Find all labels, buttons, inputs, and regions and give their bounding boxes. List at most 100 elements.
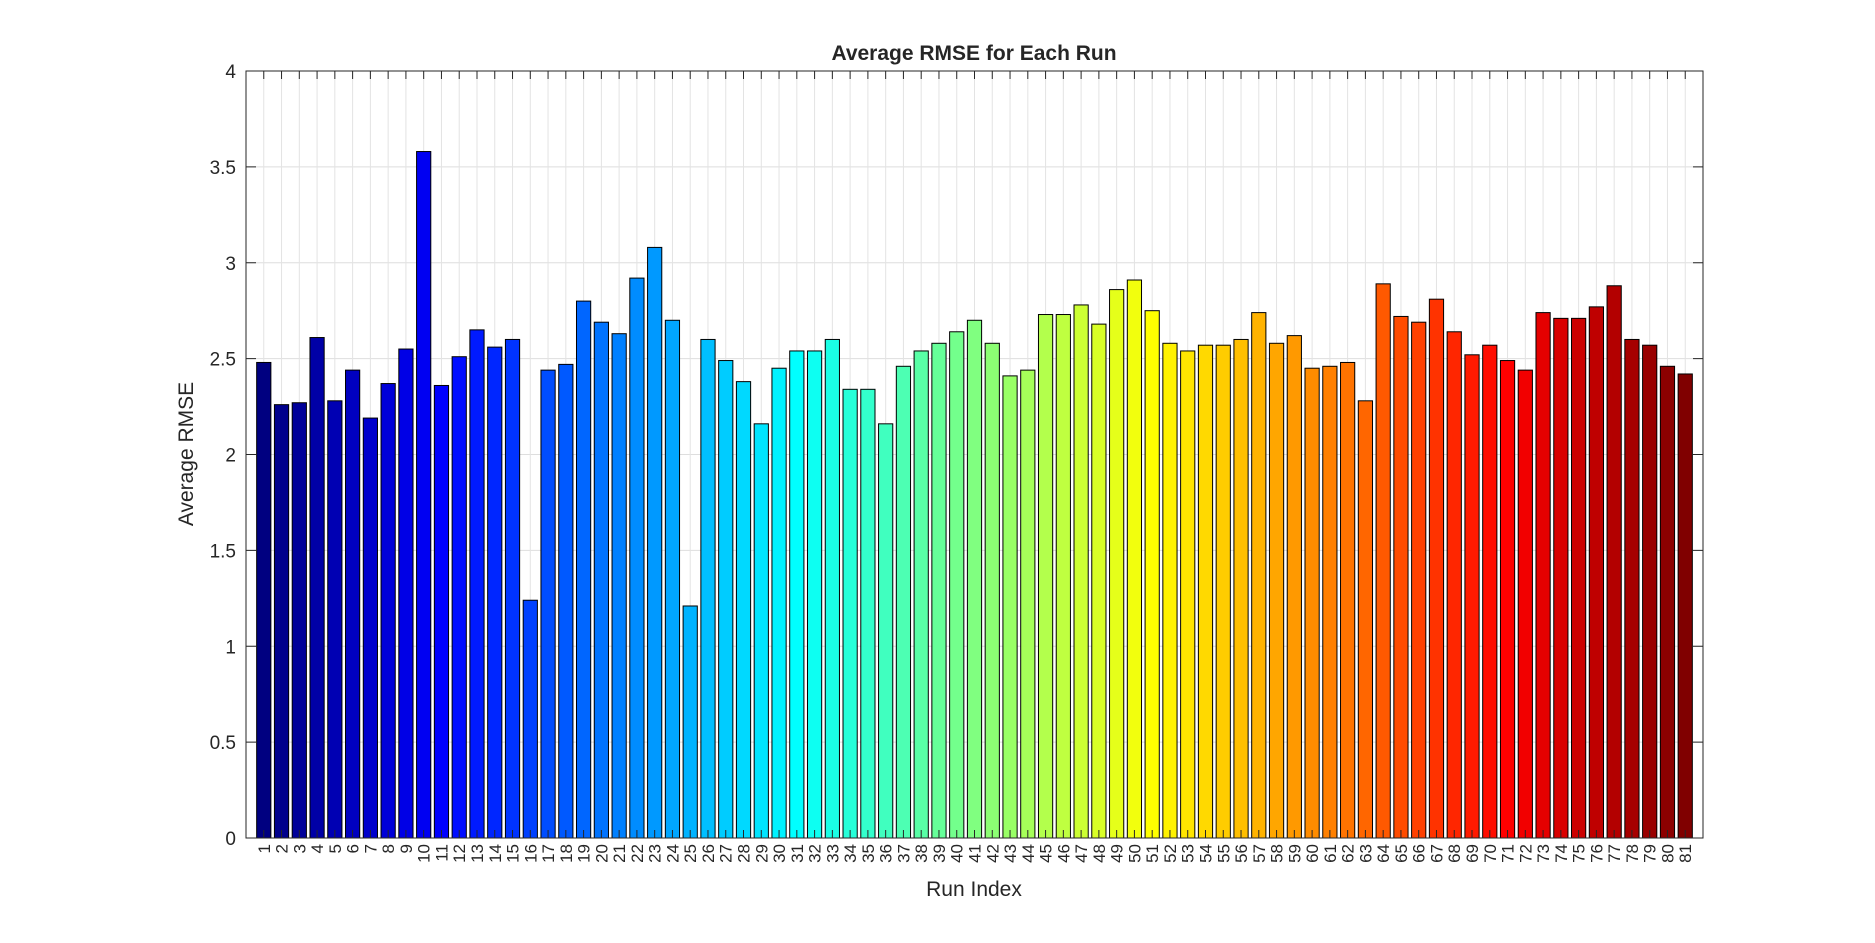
x-tick-label: 3 — [290, 844, 309, 853]
bar-run-47 — [1073, 304, 1089, 839]
x-tick-label: 77 — [1605, 844, 1624, 863]
x-tick-label: 31 — [788, 844, 807, 863]
bar-run-23 — [647, 246, 663, 839]
bar-run-80 — [1659, 365, 1676, 839]
bar-run-51 — [1144, 310, 1160, 839]
y-tick-label: 1 — [225, 637, 236, 658]
bar-run-8 — [380, 383, 396, 839]
y-tick-labels: 0 0.5 1 1.5 2 2.5 3 3.5 4 — [210, 62, 237, 850]
x-tick-label: 12 — [450, 844, 469, 863]
bar-run-58 — [1268, 342, 1285, 839]
x-tick-label: 4 — [308, 844, 327, 853]
x-tick-label: 11 — [432, 844, 451, 862]
x-tick-label: 72 — [1516, 844, 1535, 863]
bar-run-70 — [1482, 344, 1498, 839]
bar-run-45 — [1037, 314, 1054, 839]
bar-run-5 — [327, 400, 343, 839]
bar-run-71 — [1499, 360, 1516, 839]
bar-run-72 — [1517, 369, 1533, 839]
bar-run-14 — [487, 346, 503, 839]
x-tick-label: 8 — [379, 844, 398, 853]
bar-run-15 — [504, 338, 521, 839]
x-tick-label: 66 — [1410, 844, 1429, 863]
bar-run-53 — [1180, 350, 1196, 839]
x-tick-label: 70 — [1481, 844, 1500, 863]
bar-run-27 — [718, 360, 734, 839]
x-tick-label: 23 — [646, 844, 665, 863]
x-tick-label: 43 — [1001, 844, 1020, 863]
x-tick-label: 33 — [823, 844, 842, 863]
bar-run-1 — [256, 361, 272, 839]
y-axis-label: Average RMSE — [175, 382, 198, 526]
axis-ticks — [246, 70, 1703, 839]
bar-run-22 — [629, 277, 645, 839]
x-tick-label: 29 — [752, 844, 771, 863]
x-tick-label: 47 — [1072, 844, 1091, 863]
x-tick-label: 62 — [1339, 844, 1358, 863]
x-tick-label: 6 — [344, 844, 363, 853]
x-tick-label: 64 — [1374, 844, 1393, 863]
x-tick-label: 58 — [1268, 844, 1287, 863]
bar-run-56 — [1233, 338, 1249, 839]
bar-run-54 — [1197, 344, 1214, 839]
x-tick-label: 14 — [486, 844, 505, 863]
x-tick-label: 42 — [983, 844, 1002, 863]
bar-run-79 — [1642, 344, 1658, 839]
x-tick-label: 59 — [1285, 844, 1304, 863]
x-tick-label: 37 — [894, 844, 913, 863]
x-tick-label: 19 — [575, 844, 594, 863]
bar-run-76 — [1588, 306, 1604, 839]
bar-run-25 — [682, 605, 698, 839]
x-tick-label: 2 — [273, 844, 292, 853]
x-tick-label: 67 — [1427, 844, 1446, 863]
x-tick-label: 56 — [1232, 844, 1251, 863]
bar-run-17 — [540, 369, 556, 839]
bar-run-32 — [806, 350, 823, 839]
x-tick-label: 81 — [1676, 844, 1695, 863]
x-tick-label: 1 — [255, 844, 274, 853]
x-tick-label: 63 — [1356, 844, 1375, 863]
x-tick-label: 21 — [610, 844, 629, 863]
bar-run-59 — [1286, 335, 1302, 839]
bar-run-67 — [1428, 298, 1445, 839]
bar-run-81 — [1677, 373, 1693, 839]
y-tick-label: 1.5 — [210, 541, 236, 562]
y-tick-label: 4 — [225, 62, 236, 83]
x-tick-label: 40 — [948, 844, 967, 863]
bar-run-3 — [291, 402, 307, 839]
x-tick-label: 73 — [1534, 844, 1553, 863]
x-tick-label: 10 — [415, 844, 434, 863]
bar-run-55 — [1215, 344, 1231, 839]
x-tick-label: 34 — [841, 844, 860, 863]
x-tick-label: 69 — [1463, 844, 1482, 863]
x-tick-label: 78 — [1623, 844, 1642, 863]
bar-run-11 — [433, 384, 450, 839]
x-axis-label: Run Index — [926, 878, 1022, 901]
bar-run-60 — [1304, 367, 1320, 839]
x-tick-label: 79 — [1641, 844, 1660, 863]
bar-run-62 — [1340, 361, 1356, 839]
bar-run-12 — [451, 356, 467, 839]
x-tick-label: 25 — [681, 844, 700, 863]
bar-run-39 — [931, 342, 947, 839]
x-tick-label: 46 — [1054, 844, 1073, 863]
x-tick-label: 41 — [966, 844, 985, 863]
bar-run-41 — [966, 319, 983, 839]
x-tick-label: 24 — [663, 844, 682, 863]
bar-run-21 — [611, 333, 627, 839]
x-tick-label: 22 — [628, 844, 647, 863]
bar-run-26 — [700, 338, 716, 839]
x-tick-label: 38 — [912, 844, 931, 863]
x-tick-label: 55 — [1214, 844, 1233, 863]
x-tick-label: 9 — [397, 844, 416, 853]
bar-run-69 — [1464, 354, 1480, 839]
x-tick-label: 18 — [557, 844, 576, 863]
bar-run-61 — [1322, 365, 1338, 839]
bar-run-42 — [984, 342, 1000, 839]
bar-run-44 — [1020, 369, 1036, 839]
bar-run-33 — [824, 338, 840, 839]
bar-run-28 — [735, 381, 752, 839]
x-tick-label: 76 — [1587, 844, 1606, 863]
